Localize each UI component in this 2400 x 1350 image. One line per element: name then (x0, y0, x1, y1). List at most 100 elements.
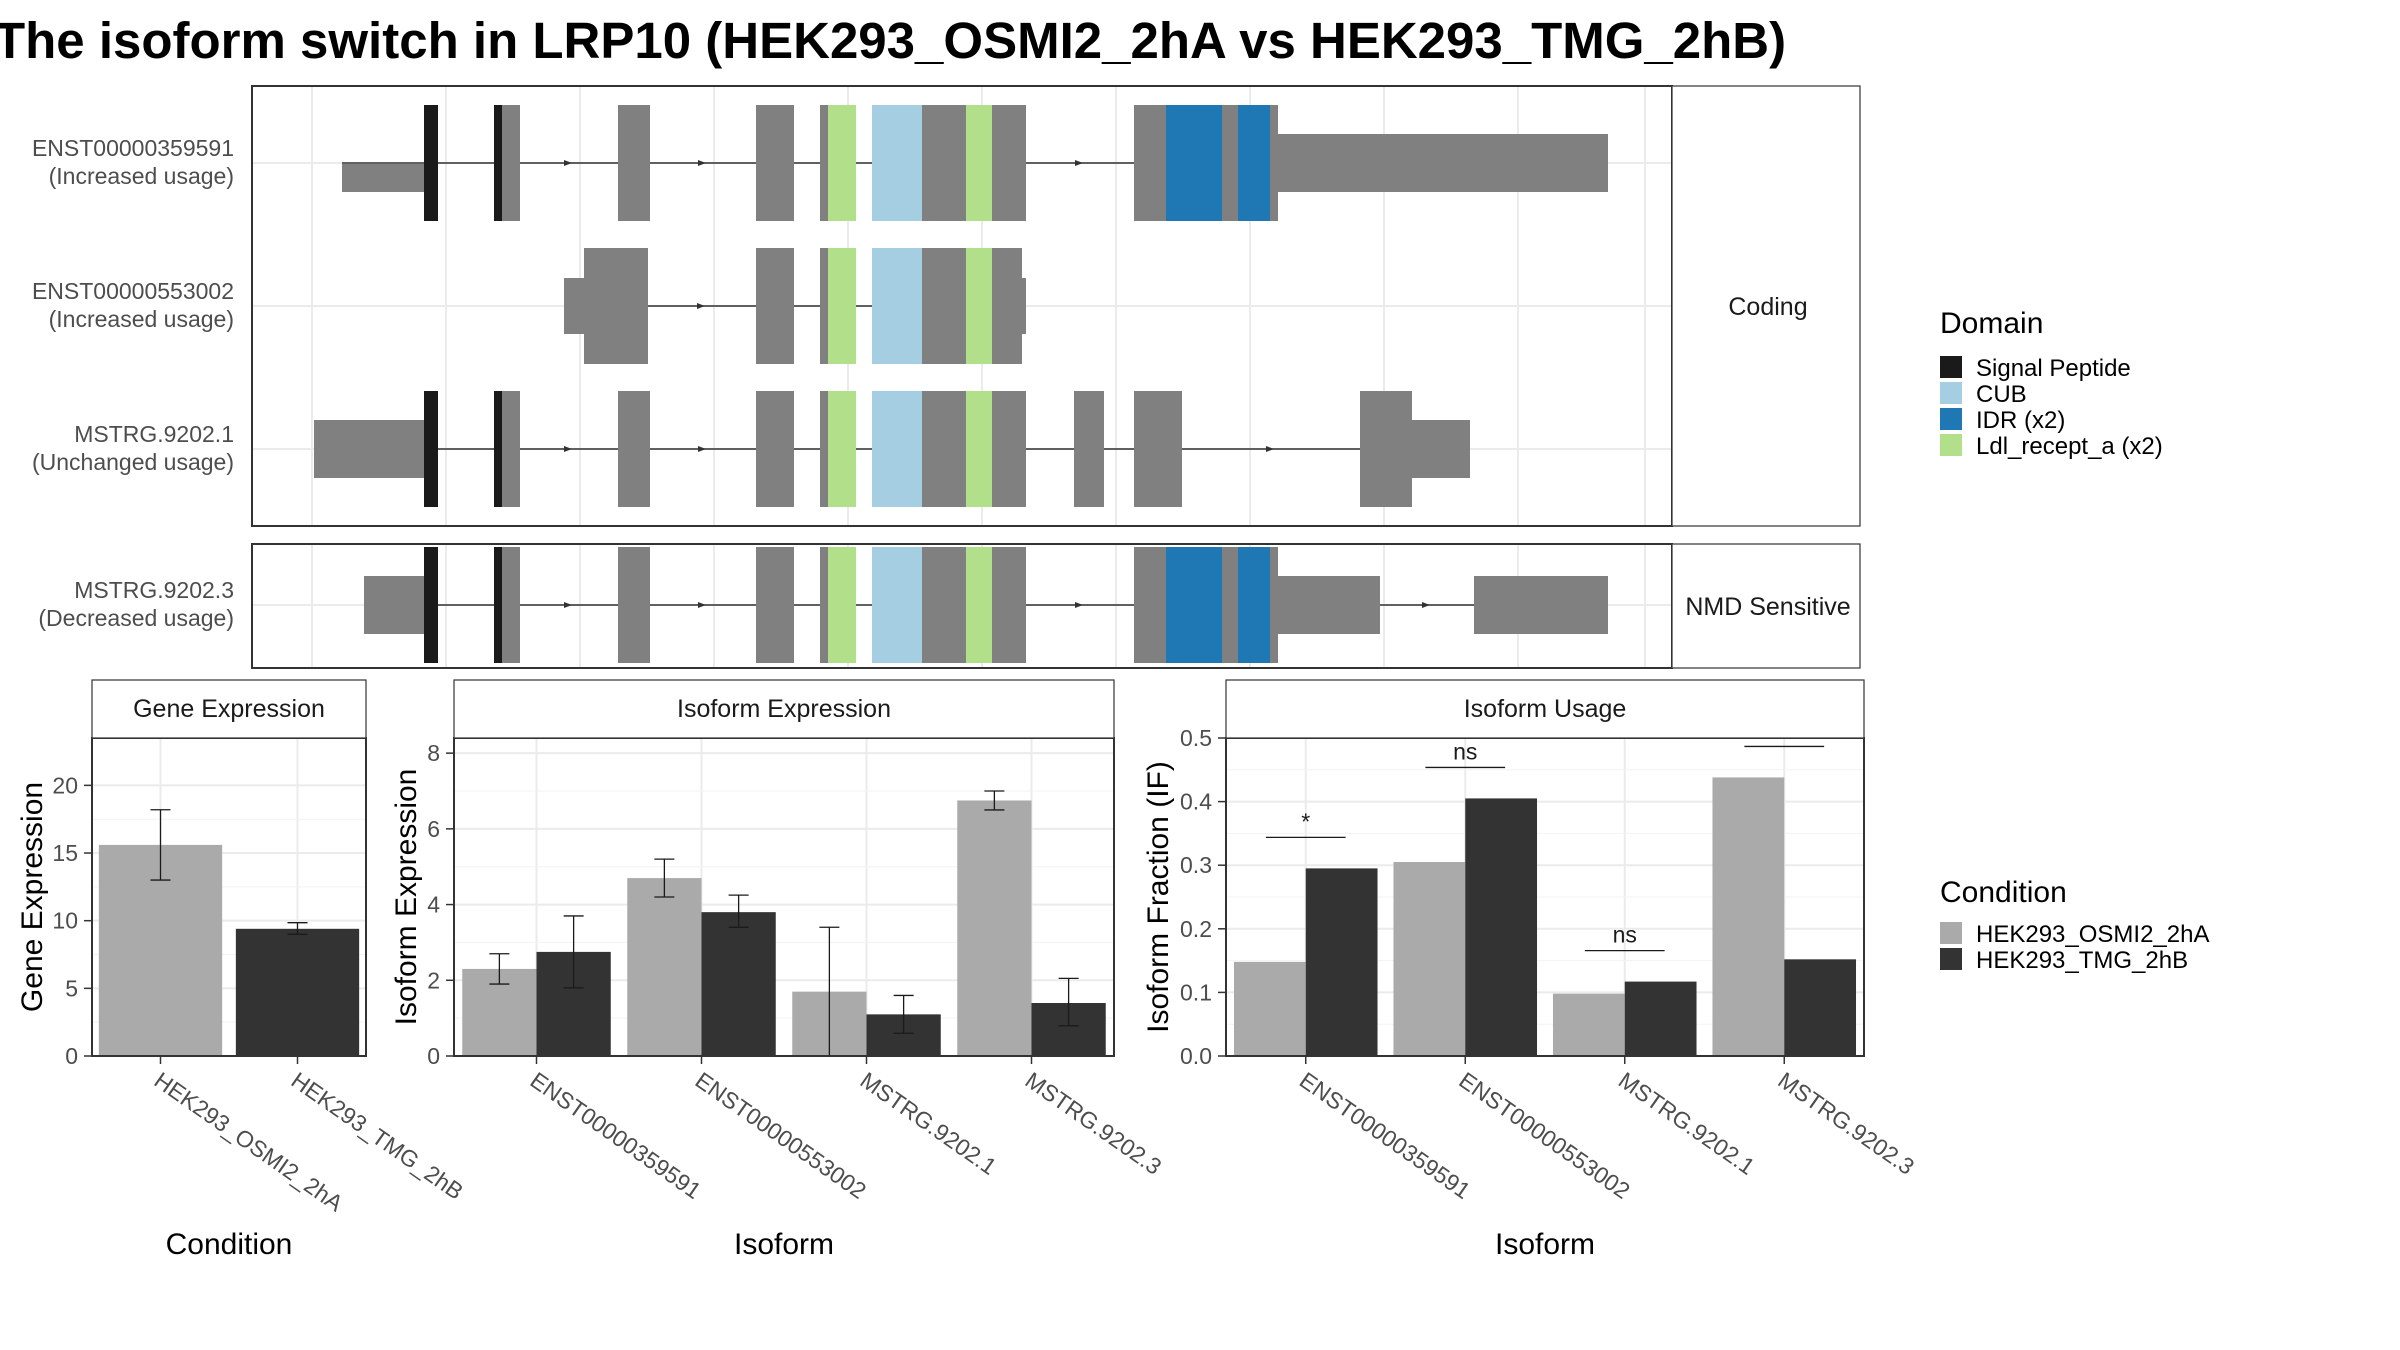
isoform-usage-label: (Increased usage) (49, 306, 234, 332)
y-tick-label: 20 (52, 772, 78, 798)
ldl-recept-domain (828, 547, 856, 663)
ldl-recept-domain (966, 547, 992, 663)
intron-direction-arrow (564, 602, 572, 608)
exon-block (1270, 547, 1278, 663)
exon-block (820, 248, 828, 364)
y-tick-label: 0.4 (1180, 789, 1212, 815)
domain-legend-label: CUB (1976, 381, 2027, 408)
y-tick-label: 8 (427, 740, 440, 766)
x-tick-label: ENST00000359591 (1295, 1067, 1475, 1204)
y-tick-label: 6 (427, 816, 440, 842)
figure-title: The isoform switch in LRP10 (HEK293_OSMI… (0, 12, 1786, 69)
exon-block (820, 105, 828, 221)
chart-strip-title: Isoform Expression (677, 695, 891, 723)
bar (1465, 798, 1538, 1056)
intron-direction-arrow (698, 602, 706, 608)
exon-block (820, 547, 828, 663)
exon-block (1222, 547, 1238, 663)
bar (1305, 868, 1378, 1056)
intron-direction-arrow (697, 303, 705, 309)
signal-peptide-domain (424, 547, 438, 663)
idr-domain (1166, 547, 1222, 663)
exon-block (922, 105, 966, 221)
y-tick-label: 0.5 (1180, 725, 1212, 751)
intron-direction-arrow (1266, 446, 1274, 452)
ldl-recept-domain (966, 105, 992, 221)
domain-legend-key (1940, 382, 1962, 404)
idr-domain (1238, 547, 1270, 663)
intron-direction-arrow (1422, 602, 1430, 608)
y-axis-title: Isoform Fraction (IF) (1142, 761, 1175, 1033)
ldl-recept-domain (966, 248, 992, 364)
domain-legend-label: Signal Peptide (1976, 355, 2131, 382)
y-tick-label: 5 (65, 975, 78, 1001)
y-tick-label: 0.1 (1180, 979, 1212, 1005)
exon-block (1022, 278, 1026, 334)
exon-block (756, 248, 794, 364)
intron-direction-arrow (1075, 160, 1083, 166)
y-tick-label: 0 (427, 1043, 440, 1069)
significance-label: ns (1453, 738, 1477, 764)
exon-block (820, 391, 828, 507)
x-tick-label: ENST00000553002 (1454, 1067, 1634, 1204)
bar (1393, 862, 1466, 1056)
x-axis-title: Isoform (1495, 1228, 1595, 1261)
signal-peptide-domain (424, 105, 438, 221)
domain-legend-key (1940, 434, 1962, 456)
condition-legend-key (1940, 922, 1962, 944)
condition-legend-title: Condition (1940, 876, 2067, 909)
x-axis-title: Condition (166, 1228, 293, 1261)
y-tick-label: 0 (65, 1043, 78, 1069)
intron-direction-arrow (698, 446, 706, 452)
exon-block (364, 576, 424, 634)
y-axis-title: Gene Expression (16, 782, 49, 1012)
exon-block (314, 420, 424, 478)
ldl-recept-domain (966, 391, 992, 507)
exon-block (1278, 134, 1608, 192)
bar (627, 878, 702, 1056)
exon-block (618, 391, 650, 507)
bar (1624, 981, 1697, 1056)
domain-legend-label: IDR (x2) (1976, 407, 2065, 434)
exon-block (564, 278, 584, 334)
bar (1784, 959, 1857, 1056)
exon-block (756, 105, 794, 221)
ldl-recept-domain (828, 105, 856, 221)
chart-strip (91, 679, 367, 739)
condition-legend-label: HEK293_OSMI2_2hA (1976, 921, 2209, 948)
x-axis-title: Isoform (734, 1228, 834, 1261)
cub-domain (872, 391, 922, 507)
isoform-structure-plot: ENST00000359591(Increased usage)ENST0000… (32, 85, 1861, 669)
significance-label: ns (1613, 922, 1637, 948)
bar (1233, 961, 1306, 1056)
x-tick-label: ENST00000359591 (526, 1067, 706, 1204)
idr-domain (1238, 105, 1270, 221)
y-axis-title: Isoform Expression (390, 769, 423, 1026)
intron-direction-arrow (1075, 602, 1083, 608)
exon-block (502, 105, 520, 221)
exon-block (992, 105, 1026, 221)
exon-block (618, 105, 650, 221)
domain-legend-title: Domain (1940, 307, 2043, 340)
isoform-id-label: MSTRG.9202.1 (74, 421, 234, 447)
intron-direction-arrow (564, 160, 572, 166)
structure-panel-strip-label: NMD Sensitive (1685, 593, 1850, 621)
bar (957, 800, 1032, 1056)
isoform-id-label: MSTRG.9202.3 (74, 577, 234, 603)
bar (701, 912, 776, 1056)
exon-block (922, 547, 966, 663)
exon-block (1412, 420, 1470, 478)
intron-direction-arrow (564, 446, 572, 452)
domain-legend-key (1940, 408, 1962, 430)
y-tick-label: 10 (52, 908, 78, 934)
ldl-recept-domain (828, 391, 856, 507)
exon-block (1278, 576, 1380, 634)
exon-block (992, 248, 1022, 364)
y-tick-label: 4 (427, 892, 440, 918)
exon-block (1074, 391, 1104, 507)
chart-strip-title: Gene Expression (133, 695, 325, 723)
